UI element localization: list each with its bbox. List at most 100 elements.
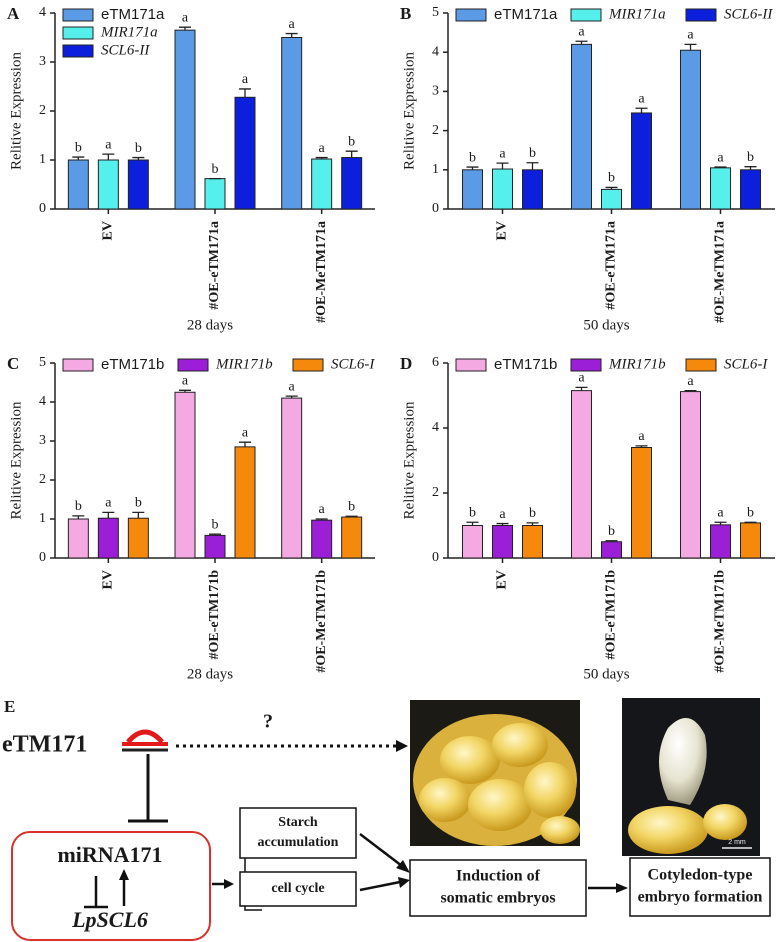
bar [462,169,483,210]
y-axis-label: Relitive Expression [8,52,24,170]
significance-letter: b [212,162,219,177]
legend-swatch [685,358,717,372]
y-tick-label: 2 [432,123,439,138]
legend-swatch [685,8,717,22]
bar [97,159,119,210]
legend-label: eTM171b [494,356,557,373]
induction: somatic embryos [440,890,555,907]
error-bar [102,153,115,160]
scale-bar: 2 mm [728,839,746,846]
y-tick-label: 5 [432,5,439,20]
bar [492,168,513,210]
box [239,807,357,859]
error-bar [102,511,115,519]
bar [67,518,89,559]
significance-letter: b [469,150,476,165]
error-bar [345,515,358,518]
y-axis-label: Relitive Expression [401,52,417,170]
y-axis-label: Relitive Expression [8,401,24,519]
arrow-head [119,869,129,880]
significance-letter: a [499,146,506,161]
error-bar [635,107,648,113]
significance-letter: b [348,499,355,514]
y-tick-label: 2 [39,472,46,487]
significance-letter: a [242,425,249,440]
significance-letter: a [499,507,506,522]
y-tick-label: 3 [39,54,46,69]
legend-swatch [570,8,602,22]
significance-letter: a [687,28,694,43]
y-tick-label: 1 [39,152,46,167]
legend-label: MIR171a [608,6,666,22]
arrow-head [616,883,628,893]
bar [234,446,256,559]
box [239,871,357,907]
significance-letter: a [638,429,645,444]
y-tick-label: 2 [432,485,439,500]
diagram: E eTM171 ? miRNA171 LpSCL6 Starch accumu… [2,697,771,941]
legend-label: eTM171a [101,6,165,23]
y-tick-label: 0 [432,201,439,216]
bar [311,158,333,210]
error-bar [714,521,727,525]
error-bar [239,88,251,98]
bar [462,525,483,559]
x-axis-label: 28 days [187,317,233,333]
error-bar [345,150,358,158]
formation: embryo formation [638,889,763,906]
cell-cycle: cell cycle [271,881,324,896]
error-bar [466,521,479,526]
bar [281,37,303,210]
arrow-head [224,879,234,889]
bar [97,517,119,559]
regulator: eTM171 [2,732,87,758]
legend-swatch [455,8,487,22]
significance-letter: b [608,524,615,539]
y-tick-label: 0 [39,201,46,216]
bar [631,112,652,210]
y-tick-label: 2 [39,103,46,118]
error-bar [72,515,85,519]
y-tick-label: 4 [39,5,46,20]
target: LpSCL6 [71,907,148,932]
bar [710,524,731,559]
error-bar [526,522,539,526]
legend-label: eTM171b [101,356,164,373]
legend-label: MIR171b [215,356,273,372]
x-tick-label: #OE-eTM171b [604,570,619,660]
significance-letter: a [319,141,326,156]
error-bar [744,521,757,523]
significance-letter: a [638,91,645,106]
y-tick-label: 5 [39,355,46,370]
unknown: ? [263,711,273,733]
bar [571,390,592,559]
bar [680,49,701,210]
bar [601,188,622,210]
legend-label: SCL6-II [101,42,150,58]
bar [127,159,149,210]
legend-label: eTM171a [494,6,558,23]
significance-letter: b [608,171,615,186]
x-axis-label: 50 days [583,666,629,682]
significance-letter: a [289,17,296,32]
bar [67,159,89,210]
x-tick-label: EV [495,570,510,589]
legend-label: MIR171b [608,356,666,372]
y-tick-label: 0 [432,550,439,565]
panel-label: C [7,354,19,373]
legend-label: SCL6-II [724,6,773,22]
x-axis-label: 50 days [583,317,629,333]
x-tick-label: #OE-MeTM171b [713,570,728,673]
significance-letter: a [687,374,694,389]
significance-letter: a [578,371,585,386]
significance-letter: b [135,141,142,156]
bar [341,157,363,210]
error-bar [315,518,328,521]
x-tick-label: #OE-MeTM171a [314,221,329,323]
arrow-head [396,740,408,752]
error-bar [496,162,509,170]
legend-label: MIR171a [100,24,158,40]
legend-label: SCL6-I [331,356,375,372]
